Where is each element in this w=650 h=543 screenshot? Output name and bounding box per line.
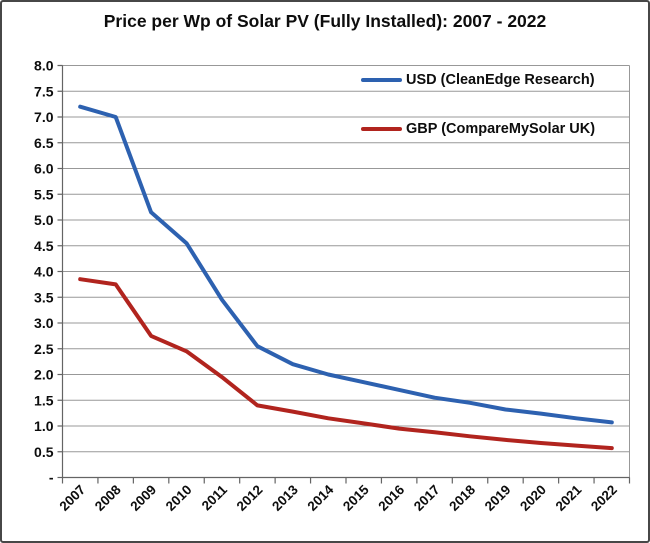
x-category-label: 2011 — [199, 482, 231, 514]
chart-title: Price per Wp of Solar PV (Fully Installe… — [103, 11, 547, 31]
x-category-label: 2010 — [163, 482, 195, 514]
y-tick-label: 3.5 — [34, 289, 54, 305]
y-tick-label: 6.0 — [34, 161, 54, 177]
x-category-label: 2016 — [375, 482, 407, 514]
y-tick-label: 1.0 — [34, 418, 54, 434]
x-category-label: 2007 — [56, 482, 88, 514]
legend-label-gbp: GBP (CompareMySolar UK) — [406, 121, 596, 137]
y-tick-label: 4.5 — [34, 238, 54, 254]
y-tick-label: 3.0 — [34, 315, 54, 331]
y-tick-label: 1.5 — [34, 392, 54, 408]
x-category-label: 2017 — [411, 482, 443, 514]
y-tick-label: 2.5 — [34, 341, 54, 357]
y-tick-label: 5.5 — [34, 186, 54, 202]
y-tick-label: 5.0 — [34, 212, 54, 228]
legend-label-usd: USD (CleanEdge Research) — [406, 72, 595, 88]
legend-item-gbp: GBP (CompareMySolar UK) — [361, 119, 600, 139]
x-category-label: 2018 — [446, 482, 478, 514]
x-category-label: 2009 — [127, 482, 159, 514]
y-tick-label: - — [49, 470, 54, 486]
x-category-label: 2014 — [305, 482, 337, 514]
y-tick-label: 4.0 — [34, 264, 54, 280]
x-category-label: 2021 — [553, 482, 585, 514]
x-category-label: 2015 — [340, 482, 372, 514]
usd-line-swatch-icon — [361, 77, 402, 83]
y-tick-label: 0.5 — [34, 444, 54, 460]
x-category-label: 2020 — [517, 482, 549, 514]
usd-price-line — [78, 104, 614, 425]
y-tick-label: 8.0 — [34, 58, 54, 74]
x-category-label: 2012 — [234, 482, 266, 514]
y-tick-label: 7.0 — [34, 109, 54, 125]
x-category-label: 2008 — [92, 482, 124, 514]
legend-item-usd: USD (CleanEdge Research) — [361, 70, 599, 90]
y-tick-label: 7.5 — [34, 83, 54, 99]
x-category-label: 2013 — [269, 482, 301, 514]
gbp-line-swatch-icon — [361, 126, 402, 132]
y-tick-label: 6.5 — [34, 135, 54, 151]
y-tick-label: 2.0 — [34, 367, 54, 383]
gbp-price-line — [78, 277, 614, 451]
x-category-label: 2022 — [588, 482, 620, 514]
x-category-label: 2019 — [482, 482, 514, 514]
